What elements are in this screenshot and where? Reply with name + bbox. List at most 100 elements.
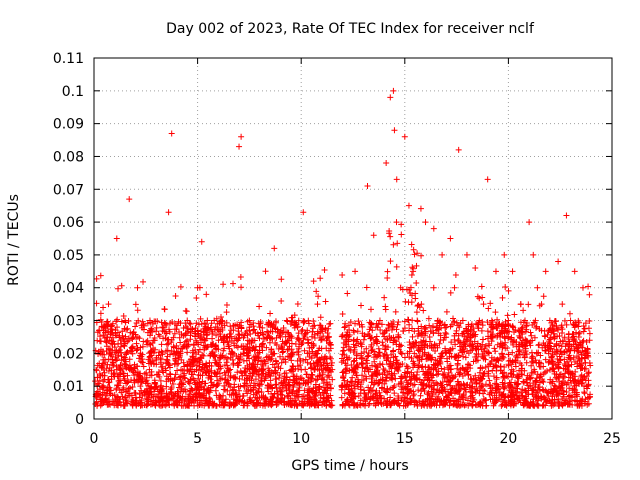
data-point-band [215, 337, 222, 344]
data-point-band [398, 231, 405, 238]
data-point-band [351, 329, 358, 336]
data-point-band [241, 332, 248, 339]
data-point-band [295, 387, 302, 394]
data-point-band [373, 336, 380, 343]
data-point-band [419, 386, 426, 393]
data-point [352, 268, 359, 275]
data-point-band [221, 399, 228, 406]
data-point-band [376, 379, 383, 386]
data-point-band [114, 324, 121, 331]
data-point-band [200, 331, 207, 338]
data-point-band [271, 364, 278, 371]
data-point-band [307, 360, 314, 367]
data-point-band [395, 392, 402, 399]
data-point-band [194, 384, 201, 391]
data-point [345, 343, 352, 350]
data-point-band [290, 373, 297, 380]
data-point-band [585, 283, 592, 290]
data-point-band [163, 383, 170, 390]
data-point-band [358, 343, 365, 350]
data-point-band [274, 360, 281, 367]
data-point-band [121, 402, 128, 409]
data-point-band [549, 353, 556, 360]
data-point-band [480, 336, 487, 343]
data-point-band [534, 401, 541, 408]
data-point-band [350, 402, 357, 409]
data-point-band [455, 322, 462, 329]
data-point-band [238, 284, 245, 291]
data-point-band [571, 383, 578, 390]
data-point [258, 343, 265, 350]
data-point-band [224, 355, 231, 362]
data-point-band [354, 328, 361, 335]
data-point-band [180, 359, 187, 366]
data-point-band [565, 374, 572, 381]
data-point-band [196, 363, 203, 370]
data-point-band [296, 337, 303, 344]
data-point-band [132, 390, 139, 397]
data-point-band [473, 353, 480, 360]
data-point-band [221, 376, 228, 383]
data-point-band [129, 384, 136, 391]
data-point-band [555, 374, 562, 381]
data-point-band [560, 373, 567, 380]
data-point-band [220, 281, 227, 288]
data-point-band [317, 337, 324, 344]
data-point-band [350, 358, 357, 365]
data-point-band [400, 328, 407, 335]
data-point [542, 268, 549, 275]
data-point-band [382, 399, 389, 406]
data-point-band [271, 390, 278, 397]
x-tick-label: 25 [603, 431, 621, 447]
data-point-band [203, 364, 210, 371]
data-point-band [514, 372, 521, 379]
data-point-band [368, 373, 375, 380]
data-point-band [230, 360, 237, 367]
data-point-band [437, 336, 444, 343]
data-point-band [303, 371, 310, 378]
data-point-band [323, 337, 330, 344]
data-point-band [502, 345, 509, 352]
data-point-band [161, 306, 168, 313]
data-point-band [438, 386, 445, 393]
data-point-band [575, 317, 582, 324]
data-point [530, 251, 537, 258]
data-point [339, 310, 346, 317]
data-point-band [192, 397, 199, 404]
data-point-band [363, 364, 370, 371]
data-point-band [432, 347, 439, 354]
data-point-band [317, 361, 324, 368]
data-point-band [524, 338, 531, 345]
data-point-band [235, 355, 242, 362]
data-point [113, 235, 120, 242]
data-point-band [409, 317, 416, 324]
data-point-band [406, 339, 413, 346]
data-point-band [413, 262, 420, 269]
data-point [571, 268, 578, 275]
data-point-band [469, 332, 476, 339]
data-point-band [230, 396, 237, 403]
data-point-band [290, 387, 297, 394]
data-point-band [501, 385, 508, 392]
data-point-band [467, 395, 474, 402]
data-point-band [439, 371, 446, 378]
data-point-band [106, 384, 113, 391]
data-point [484, 176, 491, 183]
data-point-band [405, 381, 412, 388]
data-point-band [254, 395, 261, 402]
data-point-band [586, 317, 593, 324]
data-point-band [319, 326, 326, 333]
data-point-band [382, 327, 389, 334]
data-point-band [272, 367, 279, 374]
data-point-band [424, 402, 431, 409]
data-point-band [157, 361, 164, 368]
data-point-band [94, 374, 101, 381]
data-point-band [233, 400, 240, 407]
data-point-band [191, 333, 198, 340]
y-tick-label: 0.03 [53, 314, 84, 330]
data-point-band [445, 388, 452, 395]
data-point-band [530, 387, 537, 394]
data-point-band [492, 362, 499, 369]
data-point-band [491, 345, 498, 352]
data-point-band [268, 346, 275, 353]
